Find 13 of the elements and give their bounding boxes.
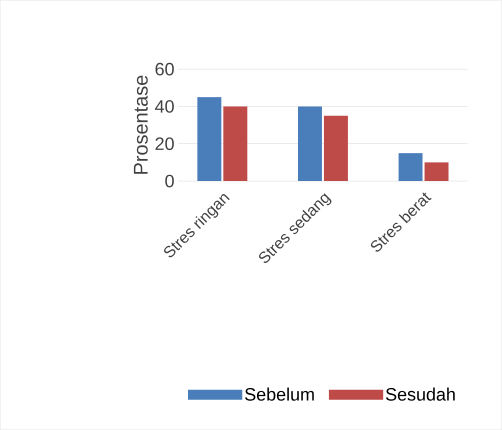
legend-label: Sesudah	[386, 388, 455, 401]
y-tick-label: 0	[165, 174, 174, 188]
bar	[223, 106, 248, 182]
y-tick-label: 60	[156, 62, 174, 76]
y-axis-title: Prosentase	[134, 76, 148, 174]
bar	[197, 97, 222, 182]
y-tick-label: 20	[156, 137, 174, 150]
y-tick-label: 40	[155, 100, 174, 113]
bar	[324, 116, 348, 182]
bar	[298, 106, 322, 182]
bar	[398, 153, 423, 182]
legend-label: Sebelum	[245, 388, 314, 401]
bar	[424, 162, 449, 182]
